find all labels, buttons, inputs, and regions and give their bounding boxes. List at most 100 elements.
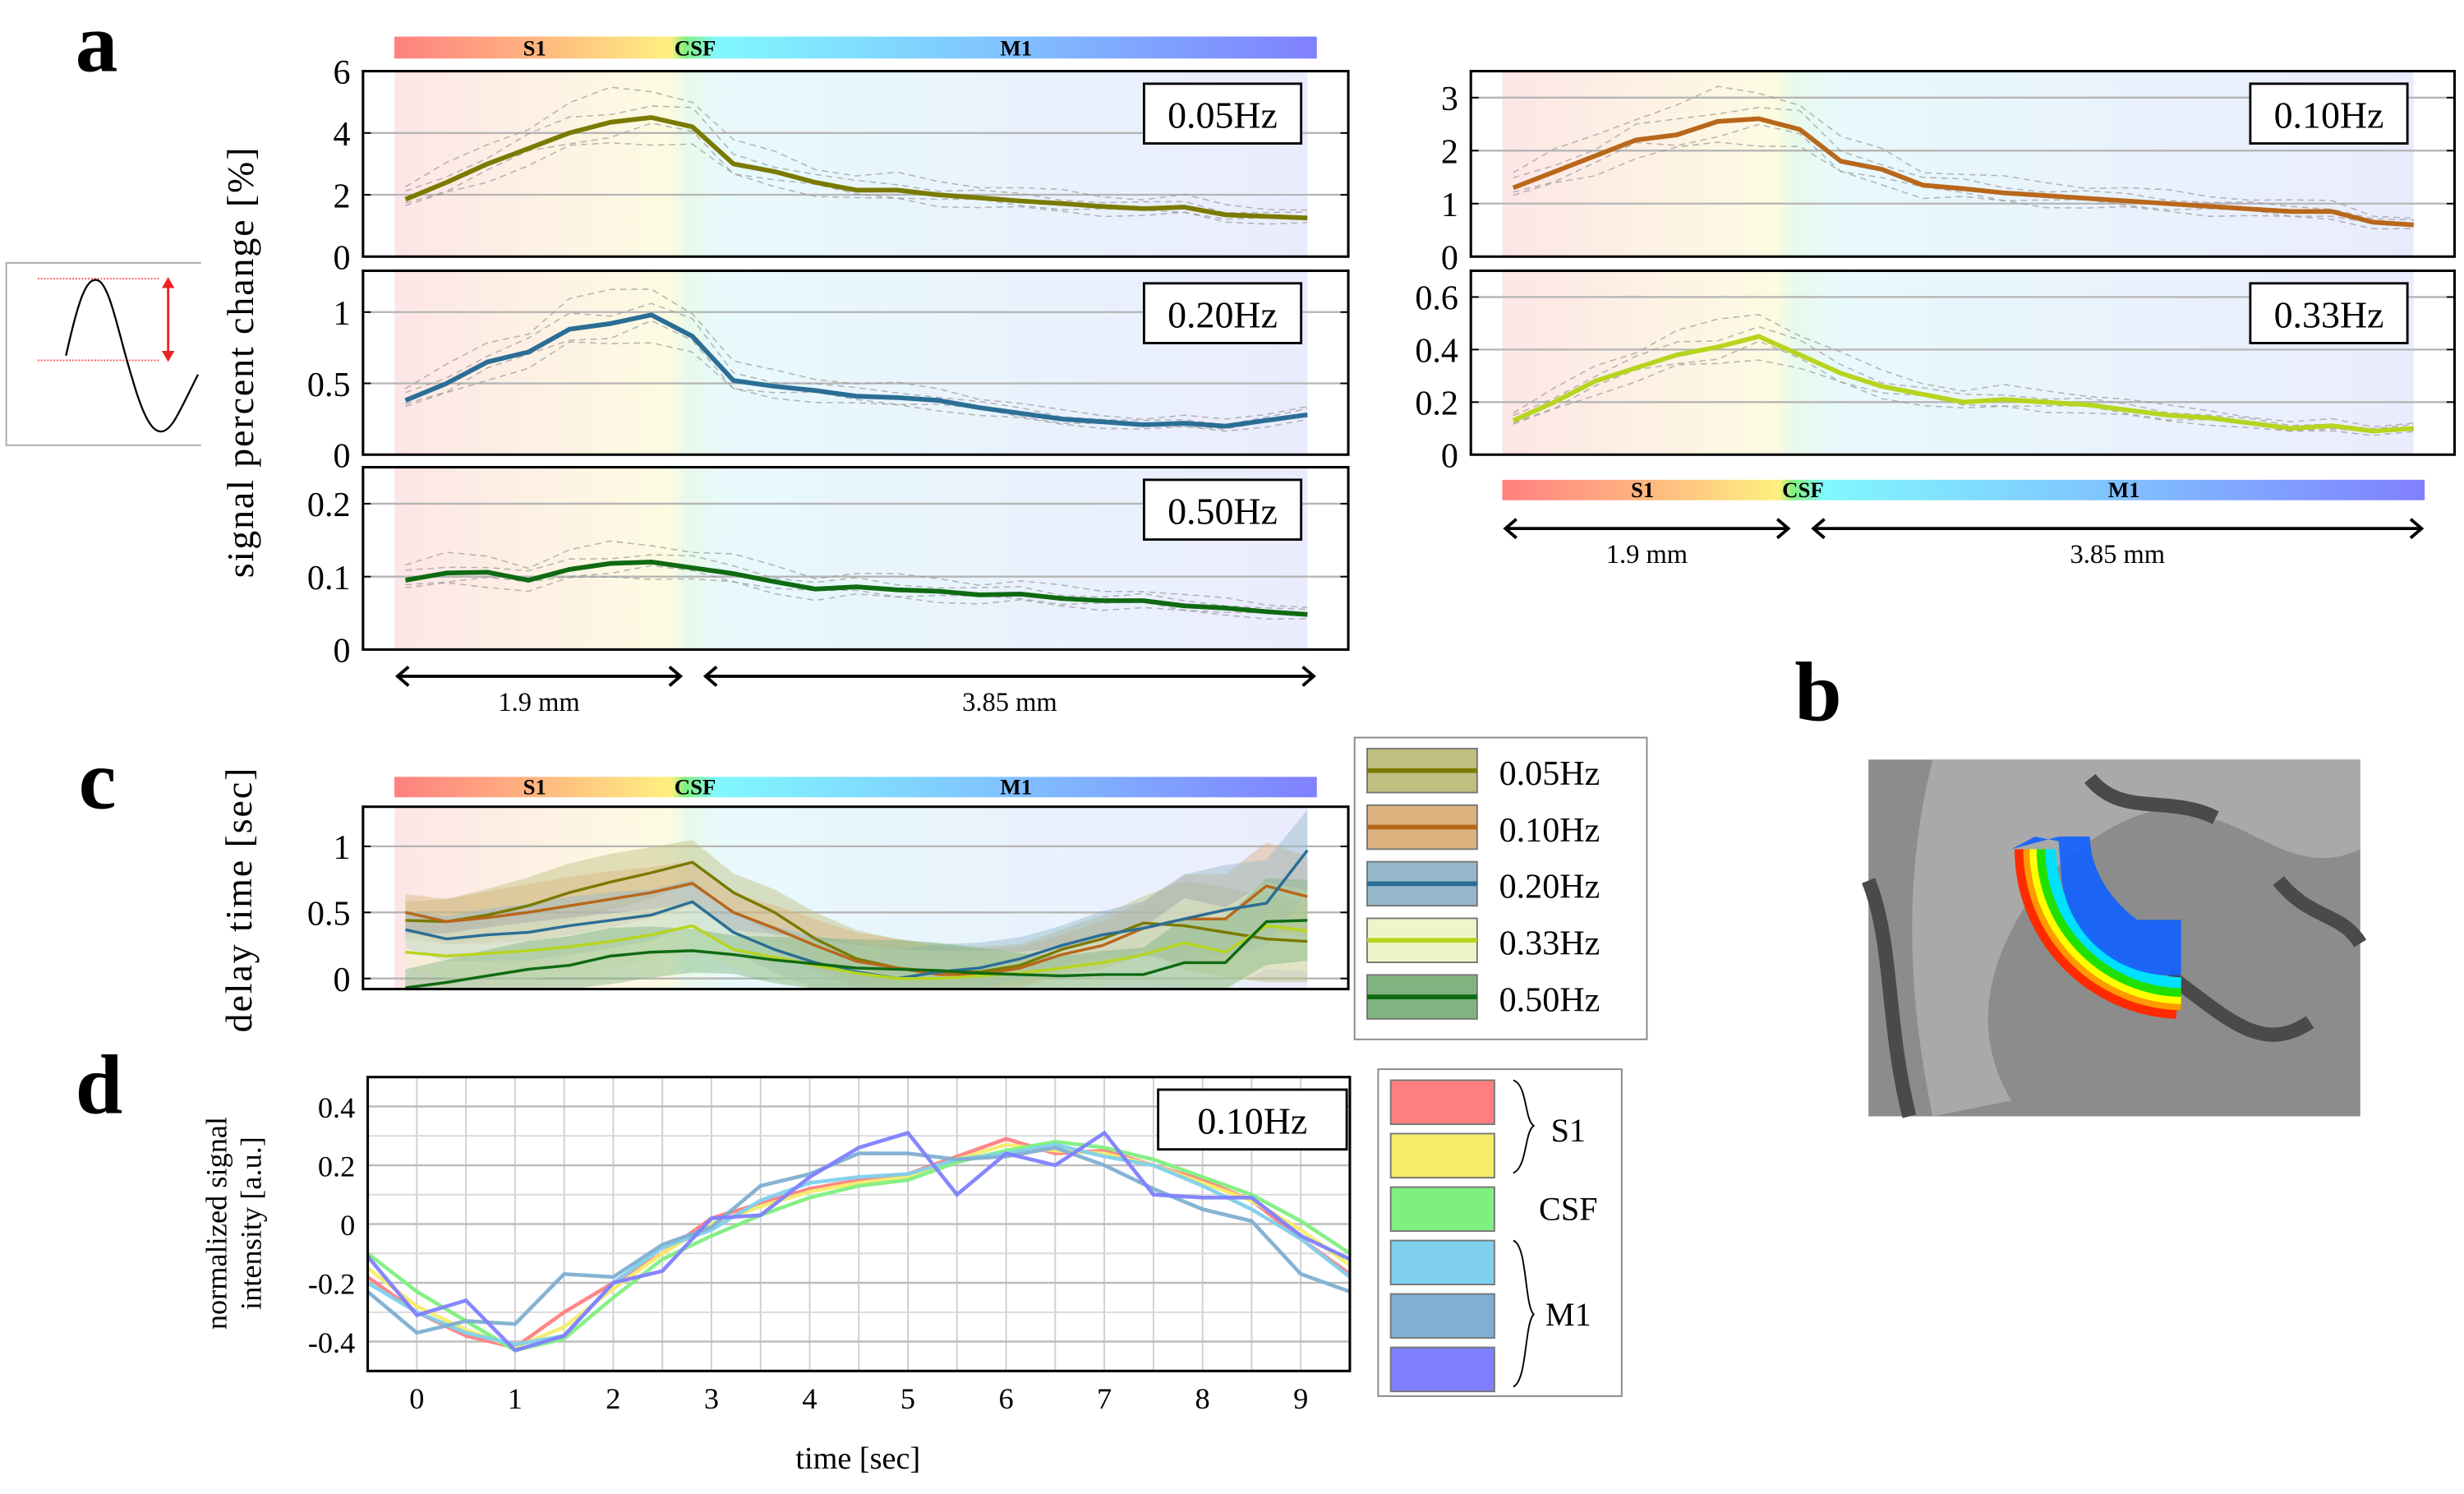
y-tick-label: 4 <box>333 116 350 154</box>
frequency-label-box <box>2249 282 2409 344</box>
subject-trace <box>405 341 1308 432</box>
distance-label: 3.85 mm <box>2070 540 2165 569</box>
delay-trace-0.50Hz <box>405 919 1308 989</box>
colorbar-gradient <box>394 36 1317 59</box>
legend-group-label: S1 <box>1551 1112 1586 1149</box>
region-label-s1: S1 <box>523 774 546 799</box>
confidence-band-0.33Hz <box>405 882 1308 989</box>
colorbar-gradient <box>394 777 1317 798</box>
y-tick-label: -0.4 <box>308 1326 356 1359</box>
mean-trace-0.10Hz <box>1512 116 2414 228</box>
panel-d-ylabel-line2: intensity [a.u.] <box>234 1137 267 1310</box>
legend-label: 0.50Hz <box>1499 981 1600 1019</box>
subject-trace <box>405 105 1308 214</box>
subject-trace <box>405 540 1308 608</box>
mean-trace-0.05Hz <box>404 115 1308 221</box>
y-tick-label: 0.4 <box>1415 333 1458 371</box>
arrowhead-left-icon <box>1503 518 1518 540</box>
signal-trace-m1 <box>366 1146 1351 1335</box>
y-tick-label: 0 <box>340 1209 355 1242</box>
cortex-csf-green <box>2036 849 2181 998</box>
legend-label: 0.33Hz <box>1499 925 1600 962</box>
y-tick-label: 0.5 <box>307 367 351 404</box>
region-colorbar: S1 CSF M1 <box>394 35 1317 60</box>
y-tick-label: 0 <box>333 240 350 278</box>
y-tick-label: 1 <box>333 295 350 333</box>
frequency-label: 0.10Hz <box>2274 94 2384 136</box>
confidence-band-0.10Hz <box>405 842 1308 989</box>
y-tick-label: 0 <box>1441 438 1458 476</box>
arrowhead-left-icon <box>1811 518 1826 540</box>
x-tick-label: 9 <box>1293 1382 1308 1415</box>
x-tick-label: 6 <box>998 1382 1013 1415</box>
region-label-s1: S1 <box>523 35 546 60</box>
region-label-csf: CSF <box>1782 477 1824 502</box>
region-label-s1: S1 <box>1631 477 1654 502</box>
delay-trace-0.33Hz <box>405 924 1308 980</box>
y-tick-label: 2 <box>333 178 350 215</box>
frequency-label-box <box>1142 282 1303 344</box>
y-tick-label: 0 <box>333 438 350 476</box>
panel-letter-d: d <box>76 1039 122 1132</box>
distance-label: 1.9 mm <box>1606 540 1688 569</box>
frequency-label: 0.33Hz <box>2274 293 2384 335</box>
y-tick-label: 1 <box>333 829 350 867</box>
arrowhead-left-icon <box>394 666 410 687</box>
frequency-label: 0.05Hz <box>1168 94 1278 136</box>
legend-swatch-m1 <box>1389 1239 1495 1286</box>
panel-d-xlabel: time [sec] <box>795 1441 920 1476</box>
arrowhead-right-icon <box>2409 518 2425 540</box>
cortex-s1-red <box>2014 849 2177 1019</box>
legend-swatch-m1 <box>1389 1293 1495 1340</box>
subject-trace <box>1513 359 2414 436</box>
y-tick-label: 0.2 <box>307 486 351 524</box>
plot-frame <box>362 70 1350 258</box>
plot-frame <box>1469 269 2457 456</box>
distance-annotation: 1.9 mm 3.85 mm <box>1503 518 2425 569</box>
brace-s1-icon <box>1513 1079 1536 1174</box>
legend-swatch-csf <box>1389 1186 1495 1233</box>
subject-trace <box>1513 106 2414 221</box>
mean-trace-0.33Hz <box>1512 334 2414 434</box>
subject-trace <box>405 288 1308 420</box>
plot-frame <box>362 466 1350 651</box>
distance-label: 1.9 mm <box>498 688 579 717</box>
x-tick-label: 7 <box>1097 1382 1112 1415</box>
region-label-m1: M1 <box>2108 477 2140 502</box>
distance-label: 3.85 mm <box>962 688 1057 717</box>
subject-trace <box>405 142 1308 225</box>
arrowhead-right-icon <box>1775 518 1791 540</box>
arrowhead-down-icon <box>162 351 175 362</box>
arrowhead-up-icon <box>162 277 175 288</box>
signal-trace-m1 <box>366 1130 1351 1353</box>
plot-frame <box>362 805 1350 991</box>
frequency-label: 0.50Hz <box>1168 490 1278 532</box>
x-tick-label: 4 <box>802 1382 817 1415</box>
legend-label: 0.05Hz <box>1499 755 1600 793</box>
subject-trace <box>405 122 1308 221</box>
panel-c-legend: 0.05Hz 0.10Hz 0.20Hz 0.33Hz 0.50Hz <box>1353 736 1648 1040</box>
x-tick-label: 5 <box>900 1382 915 1415</box>
y-tick-label: 0.2 <box>318 1150 355 1183</box>
confidence-band-0.50Hz <box>405 878 1308 989</box>
sine-wave <box>65 279 200 433</box>
y-tick-label: 0.1 <box>307 560 351 597</box>
subject-trace <box>1513 314 2414 428</box>
y-tick-label: 0.2 <box>1415 385 1458 423</box>
y-tick-label: 0.4 <box>318 1091 355 1124</box>
cortex-m1-blue <box>2011 837 2181 975</box>
colorbar-gradient <box>1502 479 2425 500</box>
x-tick-label: 3 <box>704 1382 719 1415</box>
subject-trace <box>1513 325 2414 430</box>
panel-a-ylabel: signal percent change [%] <box>219 146 261 579</box>
plot-frame <box>1469 70 2457 258</box>
panel-d-legend: S1 CSF M1 <box>1377 1068 1623 1397</box>
region-label-csf: CSF <box>675 774 716 799</box>
legend-swatch-m1 <box>1389 1346 1495 1393</box>
subject-trace <box>405 576 1308 620</box>
subject-trace <box>1513 340 2414 433</box>
frequency-label-box <box>1157 1088 1348 1151</box>
region-label-m1: M1 <box>1000 35 1032 60</box>
subject-trace <box>1513 85 2414 219</box>
